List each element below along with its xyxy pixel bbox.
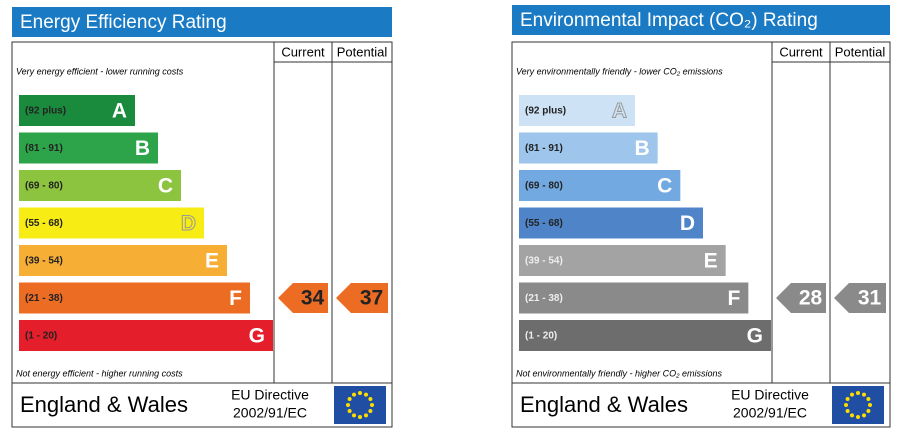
- header-potential: Potential: [835, 44, 886, 59]
- title-bar: [512, 5, 890, 35]
- band-bar: [519, 207, 703, 239]
- eu-star: [850, 413, 854, 418]
- current-value: 28: [799, 287, 823, 310]
- eu-star: [370, 403, 374, 407]
- band-range: (39 - 54): [25, 256, 63, 267]
- eu-star: [358, 415, 362, 419]
- band-range: (1 - 20): [25, 331, 57, 342]
- potential-arrow: [336, 283, 388, 313]
- potential-value: 31: [858, 287, 882, 310]
- header-potential: Potential: [337, 44, 388, 59]
- band-range: (81 - 91): [25, 143, 63, 154]
- panel-frame: [11, 41, 393, 428]
- band-letter: D: [680, 212, 695, 235]
- current-value: 34: [301, 287, 325, 310]
- eu-star: [347, 409, 352, 413]
- band-letter: C: [657, 175, 672, 198]
- eu-star: [844, 403, 848, 407]
- eu-star: [856, 415, 860, 419]
- eu-star: [868, 403, 872, 407]
- eu-star: [364, 413, 368, 418]
- band-bar: [19, 95, 135, 126]
- panel-title: Environmental Impact (CO₂) Rating: [520, 10, 818, 31]
- panel-frame: [511, 41, 891, 428]
- band-range: (1 - 20): [525, 331, 557, 342]
- band-range: (69 - 80): [525, 181, 563, 192]
- eu-star: [347, 397, 352, 401]
- bottom-note: Not energy efficient - higher running co…: [16, 368, 183, 378]
- eu-star: [358, 391, 362, 395]
- band-range: (55 - 68): [525, 218, 563, 229]
- potential-value: 37: [360, 287, 383, 310]
- title-bar: [12, 7, 392, 37]
- eu-star: [866, 409, 871, 413]
- band-range: (92 plus): [525, 106, 566, 117]
- potential-arrow: [834, 283, 886, 313]
- band-range: (69 - 80): [25, 181, 63, 192]
- eu-star: [845, 397, 850, 401]
- band-range: (92 plus): [25, 106, 66, 117]
- band-range: (81 - 91): [525, 143, 563, 154]
- band-bar: [519, 282, 749, 314]
- band-bar: [19, 170, 181, 201]
- band-letter: A: [612, 100, 627, 123]
- eu-star: [364, 392, 368, 397]
- current-arrow: [278, 283, 328, 313]
- band-range: (21 - 38): [25, 293, 63, 304]
- band-letter: G: [747, 325, 763, 348]
- eu-star: [845, 409, 850, 413]
- band-letter: E: [205, 250, 219, 273]
- band-bar: [519, 132, 658, 164]
- band-range: (21 - 38): [525, 293, 563, 304]
- eu-star: [866, 397, 871, 401]
- current-arrow: [776, 283, 826, 313]
- footer-directive: EU Directive: [231, 387, 309, 403]
- band-letter: B: [135, 137, 150, 160]
- footer-region: England & Wales: [20, 392, 188, 417]
- eu-star: [850, 392, 854, 397]
- footer-directive: 2002/91/EC: [233, 405, 307, 421]
- band-letter: E: [704, 250, 718, 273]
- eu-star: [856, 391, 860, 395]
- eu-star: [346, 403, 350, 407]
- band-letter: F: [728, 287, 741, 310]
- eu-star: [352, 392, 356, 397]
- eu-star: [862, 392, 866, 397]
- band-bar: [519, 170, 681, 201]
- band-range: (55 - 68): [25, 218, 63, 229]
- eu-star: [352, 413, 356, 418]
- band-bar: [19, 320, 273, 351]
- band-letter: B: [634, 137, 649, 160]
- band-bar: [519, 95, 635, 126]
- band-bar: [19, 245, 227, 276]
- band-bar: [19, 132, 158, 164]
- eu-star: [368, 409, 373, 413]
- top-note: Very energy efficient - lower running co…: [16, 66, 184, 76]
- header-current: Current: [779, 44, 823, 59]
- header-current: Current: [281, 44, 325, 59]
- band-bar: [519, 245, 726, 276]
- eu-star: [368, 397, 373, 401]
- footer-directive: 2002/91/EC: [733, 405, 807, 421]
- top-note: Very environmentally friendly - lower CO…: [516, 66, 723, 76]
- band-bar: [19, 282, 250, 314]
- band-letter: F: [229, 287, 242, 310]
- band-range: (39 - 54): [525, 256, 563, 267]
- footer-region: England & Wales: [520, 392, 688, 417]
- eu-star: [862, 413, 866, 418]
- footer-directive: EU Directive: [731, 387, 809, 403]
- band-bar: [19, 207, 204, 239]
- bottom-note: Not environmentally friendly - higher CO…: [516, 368, 723, 378]
- band-letter: G: [249, 325, 265, 348]
- band-letter: C: [158, 175, 173, 198]
- band-bar: [519, 320, 771, 351]
- band-letter: D: [181, 212, 196, 235]
- band-letter: A: [112, 100, 127, 123]
- panel-title: Energy Efficiency Rating: [20, 12, 227, 33]
